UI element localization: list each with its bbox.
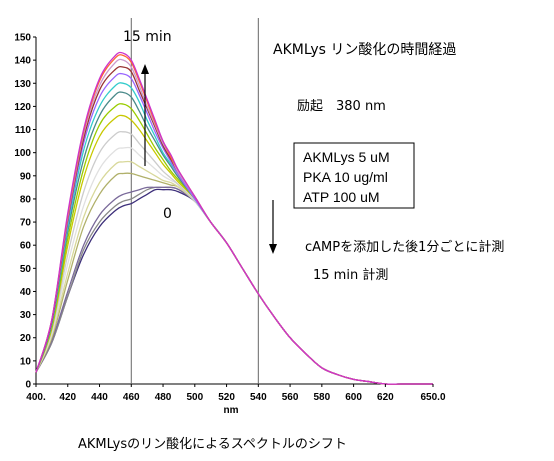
x-tick-label: 600 (345, 392, 362, 403)
spectrum-line-2 (35, 186, 433, 385)
x-tick-labels: 400. 420 440 460 480 500 520 540 560 580 600 620 650… (26, 384, 446, 403)
x-tick-label: 500 (186, 392, 203, 403)
y-tick-label: 70 (20, 218, 32, 229)
top-time-label: 15 min (123, 29, 172, 45)
y-tick-label: 20 (20, 333, 32, 344)
x-tick-label: 620 (377, 392, 394, 403)
y-tick-label: 90 (20, 171, 32, 182)
condition-line-2: PKA 10 ug/ml (303, 169, 388, 185)
y-tick-label: 140 (14, 56, 31, 67)
y-tick-label: 150 (14, 33, 31, 44)
x-tick-label: 460 (123, 392, 140, 403)
spectrum-line-0 (35, 188, 433, 385)
condition-line-3: ATP 100 uM (303, 189, 380, 205)
spectrum-line-9 (35, 91, 433, 385)
bottom-time-label: 0 (163, 206, 172, 222)
spectrum-line-15 (35, 51, 433, 385)
y-tick-label: 10 (20, 356, 32, 367)
x-tick-label: 580 (313, 392, 330, 403)
note-measurement-interval: cAMPを添加した後1分ごとに計測 (305, 239, 504, 255)
chart-title: AKMLys リン酸化の時間経過 (273, 42, 456, 58)
y-tick-label: 30 (20, 310, 32, 321)
x-tick-label: 480 (155, 392, 172, 403)
x-tick-label: 540 (250, 392, 267, 403)
y-tick-labels: 0 10 20 30 40 50 60 70 80 90 100 110 120 130 140 150 (14, 33, 36, 391)
condition-box (293, 142, 415, 209)
x-tick-label: 440 (91, 392, 108, 403)
x-tick-label: 420 (59, 392, 76, 403)
excitation-label: 励起 380 nm (297, 99, 386, 114)
x-tick-label: 520 (218, 392, 235, 403)
condition-line-1: AKMLys 5 uM (303, 149, 390, 165)
spectrum-line-1 (35, 186, 433, 385)
up-arrow-head (141, 64, 149, 74)
y-tick-label: 110 (15, 125, 32, 136)
y-tick-label: 130 (14, 79, 31, 90)
note-duration: 15 min 計測 (313, 267, 388, 283)
figure-caption: AKMLysのリン酸化によるスペクトルのシフト (78, 437, 347, 452)
y-tick-label: 50 (20, 264, 32, 275)
y-tick-label: 100 (14, 148, 31, 159)
y-tick-label: 40 (20, 287, 32, 298)
x-tick-label: 400. (26, 392, 46, 403)
chart-axes (35, 37, 433, 385)
x-tick-label: 560 (282, 392, 299, 403)
x-tick-label: 650.0 (420, 392, 445, 403)
spectrum-series-group (35, 51, 433, 385)
y-tick-label: 120 (14, 102, 31, 113)
y-tick-label: 0 (25, 380, 31, 391)
y-tick-label: 80 (20, 194, 32, 205)
x-axis-label: nm (224, 405, 239, 416)
down-arrow-head (269, 244, 277, 254)
y-tick-label: 60 (20, 241, 32, 252)
